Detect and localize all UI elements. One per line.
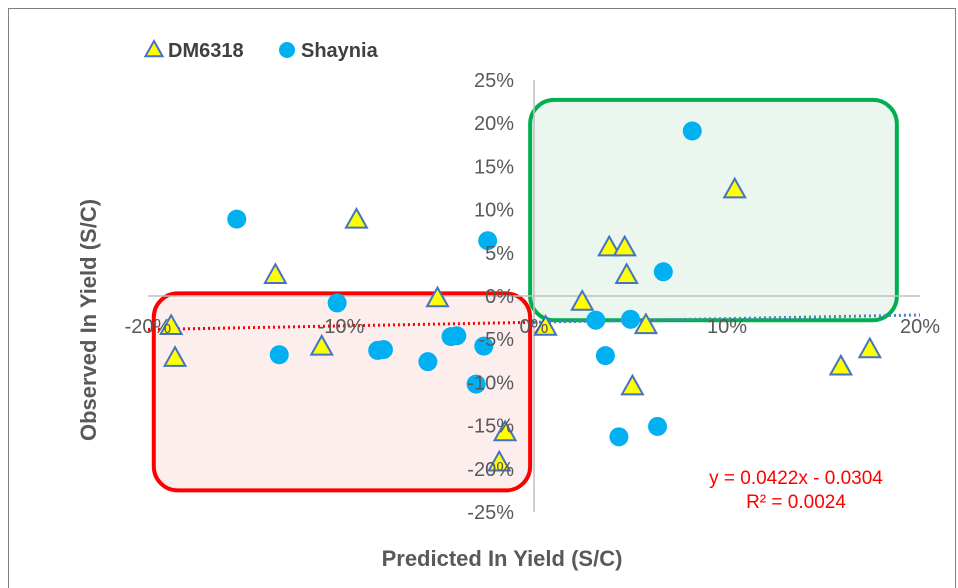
y-tick-label: -10% [467,372,514,394]
legend: DM6318 Shaynia [143,38,379,62]
point-dm6318 [159,313,184,335]
y-tick-label: 15% [474,156,514,178]
axes [148,80,920,512]
point-shaynia [447,326,467,346]
point-dm6318 [633,312,659,335]
legend-marker-shaynia [279,42,295,58]
point-dm6318 [492,419,518,442]
highlight-region-1 [151,291,533,493]
point-shaynia [327,293,347,313]
trendline-left [147,320,535,332]
point-dm6318 [597,234,622,257]
y-tick-label: 25% [474,70,514,92]
point-shaynia [595,346,615,366]
point-shaynia [621,309,640,329]
point-dm6318 [612,234,637,257]
point-dm6318 [857,336,882,359]
trendline-right [533,313,921,324]
point-shaynia [682,121,702,141]
highlight-regions [151,97,899,493]
y-axis-title: Observed In Yield (S/C) [76,199,101,441]
point-shaynia [586,310,606,330]
point-dm6318 [570,288,595,311]
y-tick-label: 5% [485,243,514,265]
point-dm6318 [309,333,334,356]
trendline-equation: y = 0.0422x - 0.0304 [709,468,883,489]
y-tick-label: -20% [467,459,514,481]
point-dm6318 [614,262,639,284]
highlight-region-2 [528,97,899,323]
scatter-chart: -20% -10% 0% 10% 20% 25% 20% 15% 10% 5% 0% -5% -10% -… [76,38,941,571]
tick-labels: -20% -10% 0% 10% 20% 25% 20% 15% 10% 5% 0% -5% -10% -… [125,70,941,524]
x-axis-title: Predicted In Yield (S/C) [382,546,623,571]
y-tick-label: -25% [467,502,514,524]
point-dm6318 [722,176,747,199]
legend-label-shaynia: Shaynia [301,40,379,62]
y-tick-label: -5% [478,329,514,351]
y-tick-label: 0% [485,286,514,308]
point-shaynia [227,209,247,229]
point-shaynia [373,340,393,360]
point-dm6318 [263,262,288,284]
point-shaynia [648,416,668,436]
x-tick-label: 20% [900,316,940,338]
point-shaynia [269,345,289,365]
point-dm6318 [425,285,450,308]
trendline-r-squared: R² = 0.0024 [746,492,846,513]
point-dm6318 [162,345,188,367]
x-tick-label: -10% [318,316,365,338]
y-tick-label: -15% [467,416,514,438]
point-shaynia [653,262,673,282]
legend-label-dm6318: DM6318 [168,40,244,62]
point-dm6318 [533,314,558,336]
x-tick-label: -20% [125,316,172,338]
point-shaynia [466,374,486,394]
y-tick-label: 10% [474,200,514,222]
data-points [159,121,882,472]
point-dm6318 [828,353,854,376]
x-tick-label: 0% [520,316,549,338]
trendline-group [147,313,921,332]
point-shaynia [478,231,498,251]
point-dm6318 [620,373,645,396]
point-shaynia [609,427,629,447]
x-tick-label: 10% [707,316,747,338]
point-shaynia [474,336,494,356]
y-tick-label: 20% [474,113,514,135]
point-dm6318 [344,206,369,229]
point-dm6318 [487,449,512,472]
legend-marker-dm6318 [143,38,165,58]
point-shaynia [418,352,438,372]
chart-frame [8,8,956,588]
